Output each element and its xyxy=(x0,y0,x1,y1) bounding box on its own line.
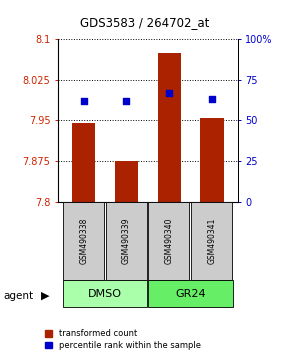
Text: agent: agent xyxy=(3,291,33,301)
Text: ▶: ▶ xyxy=(41,291,49,301)
Text: GSM490340: GSM490340 xyxy=(165,217,174,264)
Point xyxy=(124,98,129,104)
Bar xyxy=(63,202,104,280)
Text: DMSO: DMSO xyxy=(88,289,122,299)
Bar xyxy=(106,202,147,280)
Point xyxy=(210,96,214,102)
Text: GDS3583 / 264702_at: GDS3583 / 264702_at xyxy=(80,17,210,29)
Bar xyxy=(148,280,233,307)
Bar xyxy=(191,202,232,280)
Point xyxy=(81,98,86,104)
Bar xyxy=(72,123,95,202)
Bar xyxy=(148,202,189,280)
Bar xyxy=(157,52,181,202)
Legend: transformed count, percentile rank within the sample: transformed count, percentile rank withi… xyxy=(45,329,201,350)
Bar xyxy=(115,161,138,202)
Text: GSM490341: GSM490341 xyxy=(208,217,217,264)
Bar xyxy=(63,280,148,307)
Text: GSM490339: GSM490339 xyxy=(122,217,131,264)
Text: GR24: GR24 xyxy=(175,289,206,299)
Point xyxy=(167,90,172,96)
Bar xyxy=(200,118,224,202)
Text: GSM490338: GSM490338 xyxy=(79,217,88,264)
